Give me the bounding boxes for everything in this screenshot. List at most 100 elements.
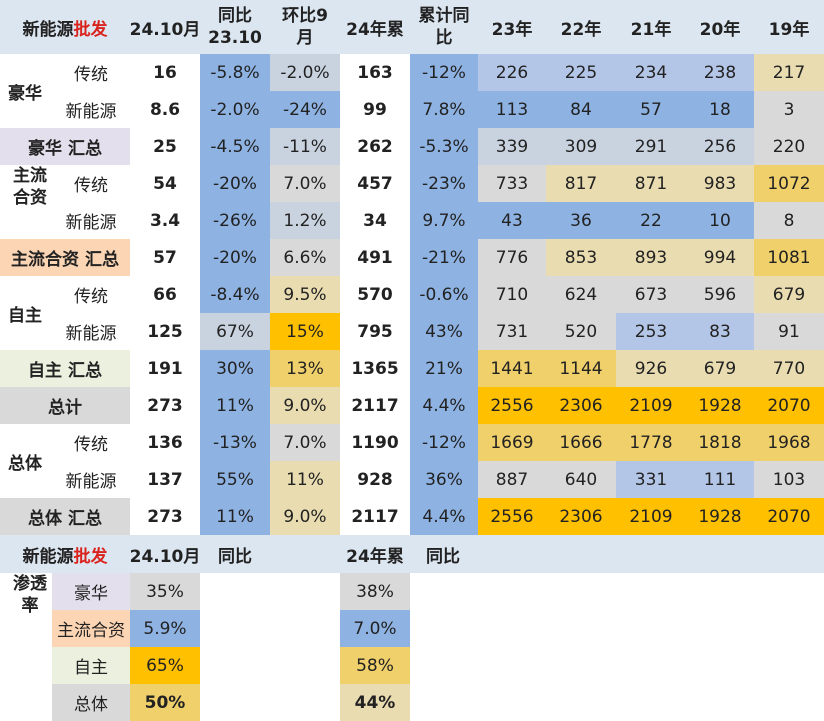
table-cell: 2070 <box>754 387 824 424</box>
table-cell: 2117 <box>340 498 410 535</box>
table-cell: 67% <box>200 313 270 350</box>
table-cell: 994 <box>686 239 754 276</box>
table-cell: 928 <box>340 461 410 498</box>
table-cell: 43 <box>478 202 546 239</box>
table-cell: 2109 <box>616 498 686 535</box>
table-cell: 491 <box>340 239 410 276</box>
table-cell: 226 <box>478 54 546 91</box>
table-cell: 733 <box>478 165 546 202</box>
table-cell: -2.0% <box>200 91 270 128</box>
table-cell: 309 <box>546 128 616 165</box>
table-cell: 111 <box>686 461 754 498</box>
penetration-col-ytd: 24年累 <box>340 535 410 573</box>
penetration-month-value: 5.9% <box>130 610 200 647</box>
table-cell: 103 <box>754 461 824 498</box>
table-cell: -8.4% <box>200 276 270 313</box>
title-prefix: 新能源 <box>22 19 74 40</box>
penetration-col-yoy: 同比 <box>200 535 270 573</box>
table-cell: -0.6% <box>410 276 478 313</box>
table-cell: 1072 <box>754 165 824 202</box>
table-cell: 54 <box>130 165 200 202</box>
table-cell: 191 <box>130 350 200 387</box>
table-cell: -13% <box>200 424 270 461</box>
table-cell: 13% <box>270 350 340 387</box>
table-cell: 731 <box>478 313 546 350</box>
penetration-row-label: 总体 <box>52 684 130 721</box>
table-cell: 30% <box>200 350 270 387</box>
table-cell: -24% <box>270 91 340 128</box>
table-cell: 2306 <box>546 387 616 424</box>
column-header: 19年 <box>754 0 824 54</box>
column-header: 20年 <box>686 0 754 54</box>
table-cell: 262 <box>340 128 410 165</box>
table-cell: -4.5% <box>200 128 270 165</box>
summary-row-label: 自主 汇总 <box>0 350 130 387</box>
table-cell: 7.0% <box>270 165 340 202</box>
table-cell: 624 <box>546 276 616 313</box>
table-cell: 21% <box>410 350 478 387</box>
table-cell: 339 <box>478 128 546 165</box>
table-cell: 57 <box>616 91 686 128</box>
table-cell: 136 <box>130 424 200 461</box>
table-cell: -26% <box>200 202 270 239</box>
table-cell: 16 <box>130 54 200 91</box>
table-cell: 1778 <box>616 424 686 461</box>
table-cell: 8.6 <box>130 91 200 128</box>
table-cell: 1928 <box>686 498 754 535</box>
table-cell: 673 <box>616 276 686 313</box>
sub-row-label: 传统 <box>52 276 130 313</box>
table-cell: 7.0% <box>270 424 340 461</box>
penetration-ytd-value: 38% <box>340 573 410 610</box>
column-header: 环比9 月 <box>270 0 340 54</box>
penetration-rate-label: 渗透率 <box>0 573 52 721</box>
table-cell: 220 <box>754 128 824 165</box>
table-cell: 1190 <box>340 424 410 461</box>
column-header: 累计同比 <box>410 0 478 54</box>
table-cell: 3.4 <box>130 202 200 239</box>
penetration-title-prefix: 新能源 <box>22 546 74 567</box>
table-cell: 570 <box>340 276 410 313</box>
table-cell: 2556 <box>478 387 546 424</box>
table-cell: 853 <box>546 239 616 276</box>
table-cell: 15% <box>270 313 340 350</box>
group-label: 主流 合资 <box>0 165 52 239</box>
table-cell: 887 <box>478 461 546 498</box>
penetration-ytd-value: 44% <box>340 684 410 721</box>
sub-row-label: 新能源 <box>52 202 130 239</box>
table-cell: 1365 <box>340 350 410 387</box>
penetration-col-month: 24.10月 <box>130 535 200 573</box>
table-cell: 22 <box>616 202 686 239</box>
penetration-month-value: 50% <box>130 684 200 721</box>
table-cell: 331 <box>616 461 686 498</box>
sub-row-label: 传统 <box>52 165 130 202</box>
penetration-row-label: 豪华 <box>52 573 130 610</box>
table-cell: 11% <box>200 498 270 535</box>
table-cell: 4.4% <box>410 498 478 535</box>
table-cell: 273 <box>130 387 200 424</box>
summary-row-label: 豪华 汇总 <box>0 128 130 165</box>
table-cell: -2.0% <box>270 54 340 91</box>
penetration-ytd-value: 58% <box>340 647 410 684</box>
table-cell: 4.4% <box>410 387 478 424</box>
table-cell: 113 <box>478 91 546 128</box>
table-cell: 57 <box>130 239 200 276</box>
table-cell: 6.6% <box>270 239 340 276</box>
table-cell: 256 <box>686 128 754 165</box>
column-header: 24年累 <box>340 0 410 54</box>
table-cell: 234 <box>616 54 686 91</box>
title-suffix: 批发 <box>73 19 108 40</box>
table-cell: 36 <box>546 202 616 239</box>
table-cell: 2070 <box>754 498 824 535</box>
column-header: 23年 <box>478 0 546 54</box>
sub-row-label: 新能源 <box>52 91 130 128</box>
table-cell: 817 <box>546 165 616 202</box>
table-cell: -23% <box>410 165 478 202</box>
column-header: 22年 <box>546 0 616 54</box>
summary-row-label: 主流合资 汇总 <box>0 239 130 276</box>
summary-row-label: 总体 汇总 <box>0 498 130 535</box>
penetration-col-ytd-yoy: 同比 <box>410 535 824 573</box>
penetration-title: 新能源 批发 <box>0 535 130 573</box>
table-cell: 983 <box>686 165 754 202</box>
table-cell: 8 <box>754 202 824 239</box>
